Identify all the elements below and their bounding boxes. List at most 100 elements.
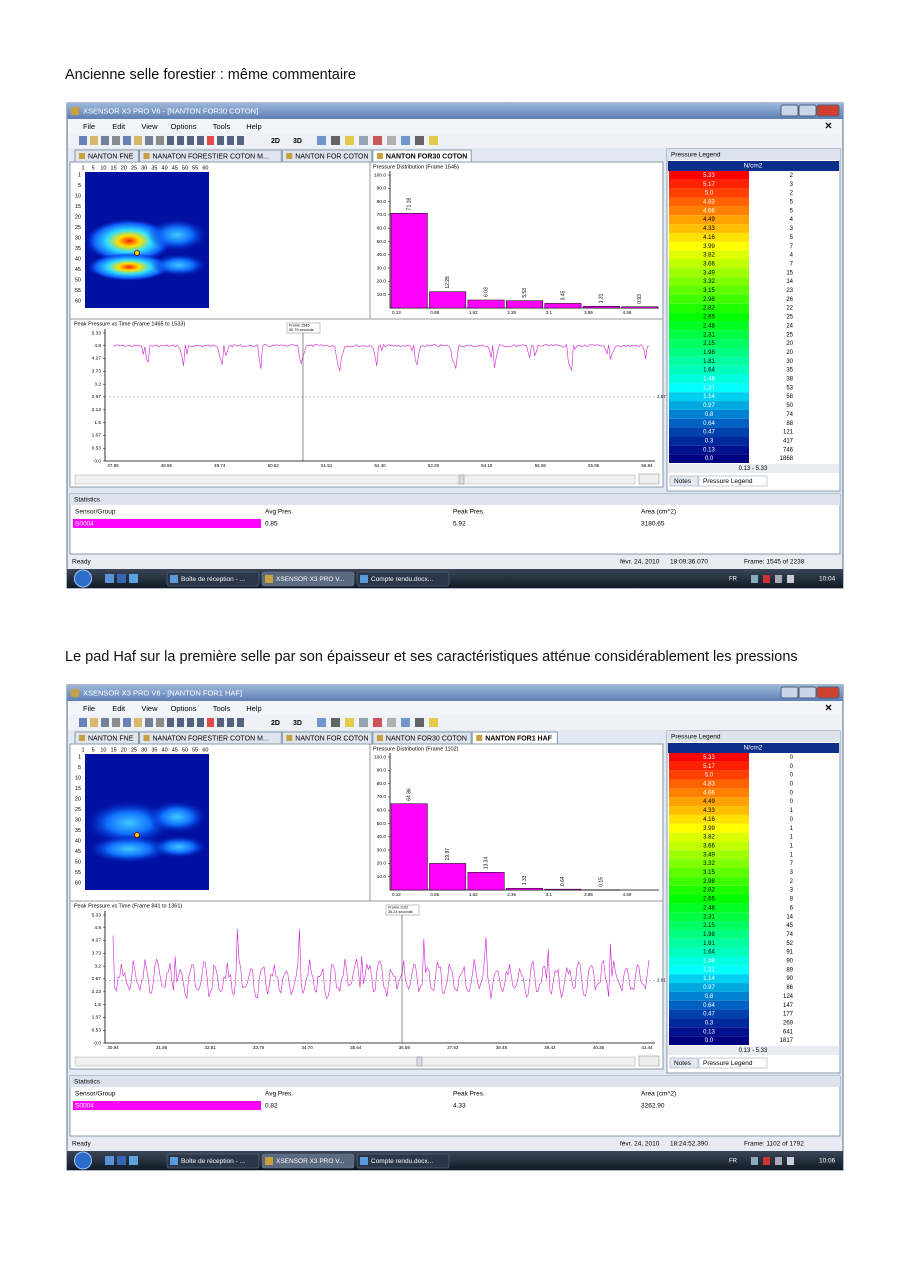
y-tick-label: 0.0: [94, 1040, 101, 1046]
tool-icon: [217, 136, 224, 145]
taskbar-item: [261, 571, 355, 587]
y-tick-label: 2.13: [92, 407, 102, 413]
range-row: [668, 464, 839, 473]
legend-level: 2.82: [703, 306, 715, 312]
heatmap-x-label: 1: [81, 165, 84, 171]
legend-swatch: [669, 779, 749, 789]
legend-count: 7: [790, 261, 794, 267]
window-title: XSENSOR X3 PRO V6 - [NANTON FOR30 COTON]: [83, 106, 258, 115]
legend-level: 5.0: [705, 191, 714, 197]
menu-item: File: [83, 704, 95, 713]
heatmap-y-label: 55: [75, 288, 81, 294]
legend-swatch: [669, 921, 749, 930]
heatmap-x-label: 45: [172, 165, 178, 171]
menu-item: Help: [246, 704, 261, 713]
legend-count: 1: [790, 835, 794, 841]
bar-value-label: 12.28: [445, 276, 451, 289]
legend-level: 1.31: [703, 385, 715, 391]
taskbar-label: XSENSOR X3 PRO V...: [276, 1158, 345, 1165]
menu-bar: [68, 119, 842, 133]
stat-cell: 0.82: [265, 1103, 278, 1110]
legend-swatch: [669, 392, 749, 402]
bin-label: 3.1: [546, 892, 553, 897]
taskbar: [67, 1151, 843, 1170]
bar-value-label: 0.15: [599, 877, 605, 887]
legend-level: 4.16: [703, 235, 715, 241]
legend-swatch: [669, 339, 749, 348]
legend-level: 4.83: [703, 200, 715, 206]
legend-swatch: [669, 814, 749, 824]
tool-icon: [207, 718, 214, 727]
heatmap-y-label: 5: [78, 765, 81, 771]
legend-title: Pressure Legend: [671, 152, 721, 159]
legend-swatch: [669, 268, 749, 278]
caption: Ancienne selle forestier : même commenta…: [65, 67, 356, 83]
heatmap-y-label: 60: [75, 880, 81, 886]
heatmap-y-label: 30: [75, 817, 81, 823]
window-button: [780, 104, 799, 117]
legend-level: 2.98: [703, 879, 715, 885]
legend-swatch: [669, 991, 749, 1001]
legend-level: 5.33: [703, 173, 715, 179]
y-tick-label: 50.0: [377, 821, 387, 827]
heat-zone: [87, 253, 171, 281]
y-tick-label: 3.73: [92, 369, 102, 375]
x-tick-label: 49.74: [214, 463, 226, 468]
legend-swatch: [669, 823, 749, 833]
bin-label: 3.1: [546, 310, 553, 315]
legend-count: 88: [786, 421, 793, 427]
y-tick-label: 70.0: [377, 794, 387, 800]
tool-icon: [123, 718, 131, 727]
tool-icon: [415, 718, 424, 727]
legend-count: 0: [790, 790, 794, 796]
legend-swatch: [669, 753, 749, 762]
legend-count: 7: [790, 861, 794, 867]
bar: [467, 299, 505, 309]
tool-icon: [187, 136, 194, 145]
legend-swatch: [669, 250, 749, 260]
legend-count: 86: [786, 985, 793, 991]
quick-launch: [129, 574, 138, 583]
legend-tab-label: Pressure Legend: [703, 1060, 753, 1067]
bar: [544, 888, 582, 891]
legend-level: 3.32: [703, 279, 715, 285]
legend-level: 2.48: [703, 323, 715, 329]
legend-swatch: [669, 806, 749, 815]
stat-cell: 3180.65: [641, 521, 665, 528]
x-tick-label: 52.40: [374, 463, 386, 468]
x-tick-label: 38.48: [496, 1045, 508, 1050]
heatmap-y-label: 10: [75, 775, 81, 781]
legend-swatch: [669, 938, 749, 948]
heatmap-y-label: 50: [75, 859, 81, 865]
column-header: Sensor/Group: [75, 509, 116, 516]
heatmap-y-label: 40: [75, 256, 81, 262]
column-header: Peak Pres.: [453, 1091, 485, 1098]
heatmap-x-label: 35: [151, 747, 157, 753]
legend-count: 1868: [780, 456, 794, 462]
scroll-arrows: [638, 473, 660, 485]
bar-value-label: 1.31: [599, 293, 605, 303]
legend-swatch: [669, 224, 749, 233]
doc-tab-label: NANATON FORESTIER COTON M...: [153, 735, 269, 742]
tool-icon: [79, 136, 87, 145]
legend-count: 269: [783, 1020, 794, 1026]
tray-icon: [775, 575, 782, 583]
legend-swatch: [669, 321, 749, 331]
legend-level: 4.33: [703, 808, 715, 814]
legend-swatch: [669, 797, 749, 807]
x-tick-label: 34.70: [302, 1045, 314, 1050]
bar: [506, 300, 543, 309]
heat-zone: [147, 801, 207, 833]
y-tick-label: 4.27: [92, 356, 102, 362]
legend-level: 5.33: [703, 755, 715, 761]
legend-swatch: [669, 215, 749, 225]
legend-level: 0.0: [705, 456, 714, 462]
legend-count: 121: [783, 430, 794, 436]
tool-icon: [429, 136, 438, 145]
y-tick-label: 3.2: [94, 381, 101, 387]
legend-level: 3.66: [703, 261, 715, 267]
screenshot: XSENSOR X3 PRO V6 - [NANTON FOR30 COTON]…: [66, 102, 844, 589]
menu-item: Tools: [213, 704, 231, 713]
bar: [467, 872, 505, 891]
legend-count: 89: [786, 967, 793, 973]
